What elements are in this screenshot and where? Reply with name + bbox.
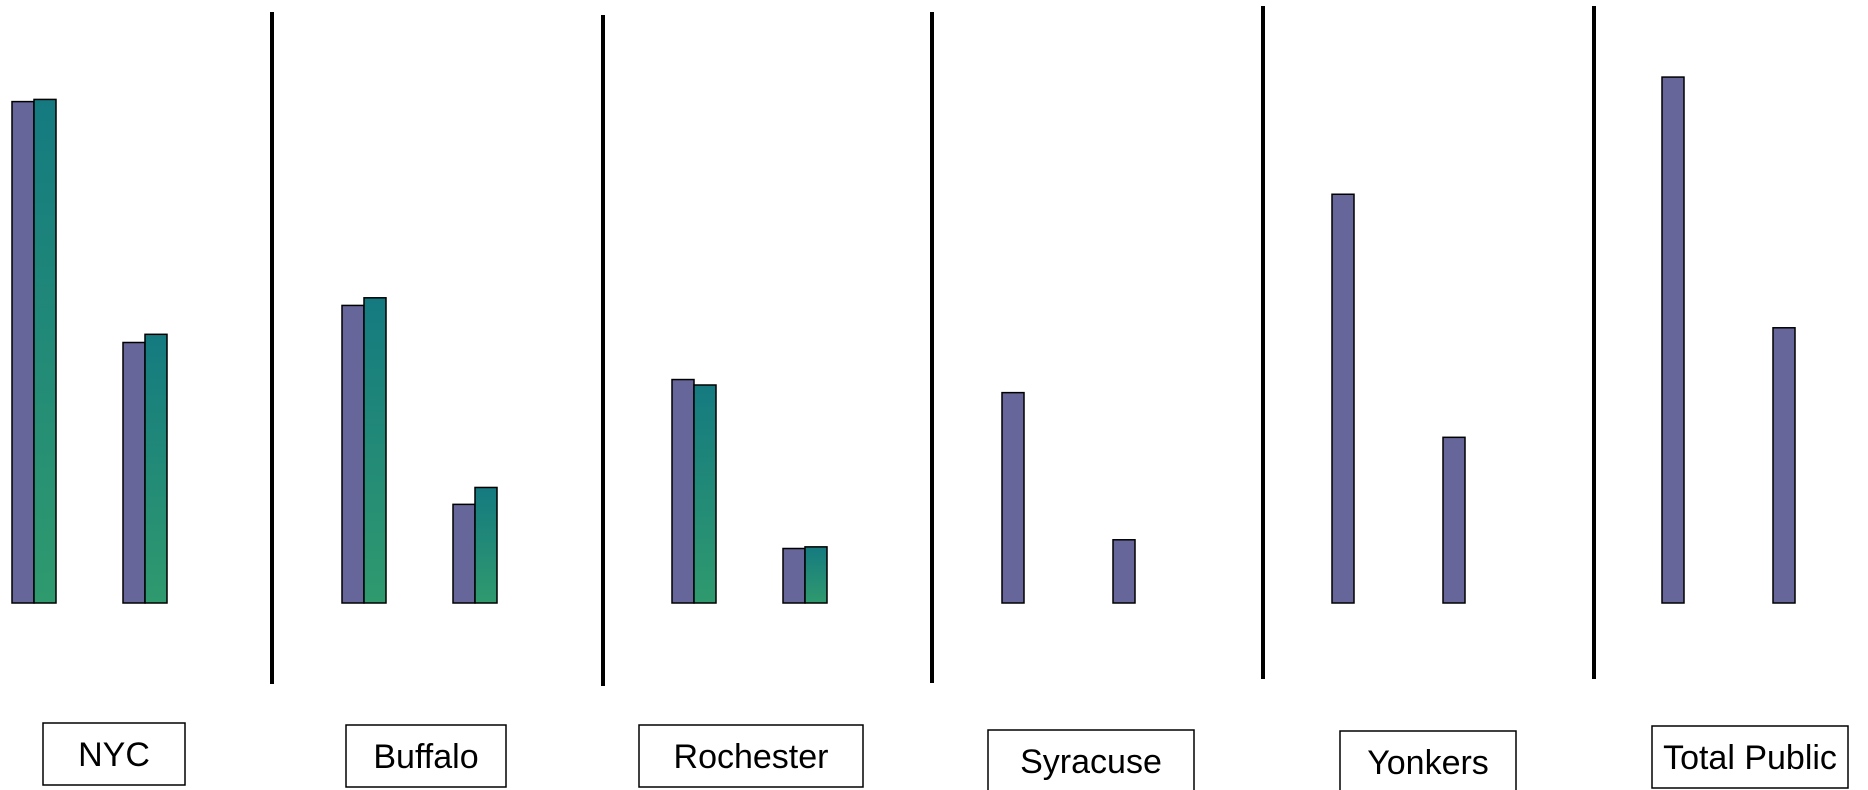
category-label-box — [1339, 730, 1517, 790]
labels-layer: NYC Buffalo Rochester Syracuse Yonkers Total … — [42, 722, 1849, 790]
category-label-box — [987, 729, 1195, 790]
category-label: NYC — [78, 736, 150, 774]
bar-total-public-2-series-1 — [1772, 327, 1796, 604]
category-label: Buffalo — [373, 738, 478, 776]
bar-yonkers-2-series-1 — [1442, 436, 1466, 604]
bar-rochester-2-series-1 — [782, 547, 806, 604]
dividers-layer — [270, 6, 1596, 686]
bar-buffalo-2-series-1 — [452, 503, 476, 604]
category-label: Rochester — [674, 738, 829, 776]
bar-total-public-1-series-1 — [1661, 76, 1685, 604]
bar-rochester-2-series-2 — [804, 546, 828, 604]
category-label: Yonkers — [1367, 744, 1489, 782]
bar-buffalo-2-series-2 — [474, 486, 498, 604]
bar-rochester-1-series-1 — [671, 378, 695, 604]
bar-nyc-2-series-1 — [122, 341, 146, 604]
bar-syracuse-1-series-1 — [1001, 391, 1025, 604]
category-label: Syracuse — [1020, 743, 1162, 781]
bar-nyc-1-series-1 — [11, 100, 35, 604]
bar-buffalo-1-series-2 — [363, 297, 387, 604]
bars-layer — [11, 76, 1796, 604]
category-label-box — [345, 724, 507, 788]
bar-syracuse-2-series-1 — [1112, 539, 1136, 604]
bar-buffalo-1-series-1 — [341, 304, 365, 604]
bar-nyc-1-series-2 — [33, 98, 57, 604]
category-label-box — [638, 724, 864, 788]
category-label: Total Public — [1663, 739, 1837, 777]
bar-yonkers-1-series-1 — [1331, 193, 1355, 604]
category-label-box — [42, 722, 186, 786]
bar-nyc-2-series-2 — [144, 333, 168, 604]
bar-rochester-1-series-2 — [693, 384, 717, 604]
category-label-box — [1651, 725, 1849, 789]
